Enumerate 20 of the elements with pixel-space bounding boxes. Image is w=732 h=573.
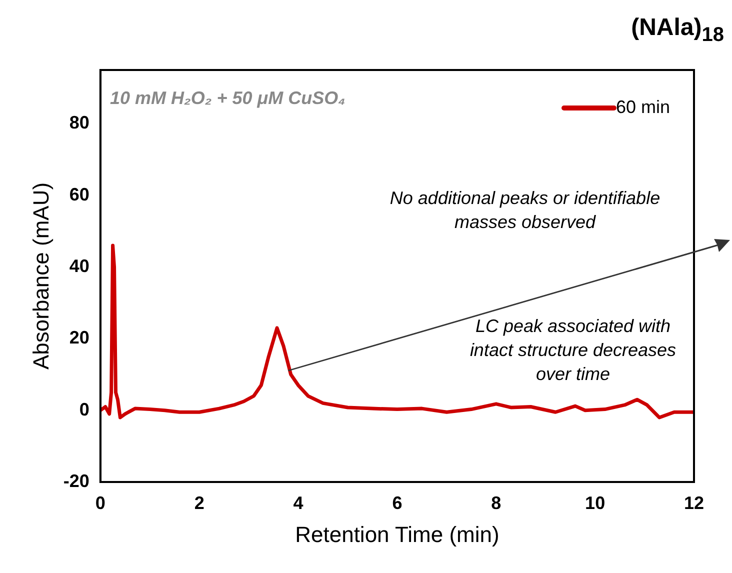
- chart-title: (NAla)$_{18}$: [631, 14, 724, 47]
- y-tick-label: 40: [69, 256, 90, 276]
- y-tick-label: 0: [79, 399, 90, 420]
- annotation: LC peak associated with intact structure decreases over time: [468, 315, 678, 386]
- x-axis-title: Retention Time (min): [295, 522, 500, 547]
- x-tick-label: 2: [194, 492, 204, 513]
- legend-label: 60 min: [616, 96, 670, 117]
- x-tick-label: 6: [392, 492, 402, 513]
- y-tick-label: 20: [69, 328, 90, 348]
- y-tick-label: 80: [69, 112, 90, 133]
- x-tick-label: 4: [293, 492, 304, 513]
- y-axis-title: Absorbance (mAU): [28, 182, 54, 370]
- x-tick-label: 0: [95, 492, 106, 513]
- annotation: No additional peaks or identifiable masses observed: [388, 187, 662, 234]
- x-tick-label: 8: [491, 492, 502, 513]
- y-tick-label: -20: [63, 470, 90, 491]
- annotation: 10 mM H₂O₂ + 50 μM CuSO₄: [110, 87, 346, 110]
- x-tick-label: 10: [585, 492, 606, 513]
- x-tick-label: 12: [684, 492, 704, 513]
- y-tick-label: 60: [69, 184, 90, 204]
